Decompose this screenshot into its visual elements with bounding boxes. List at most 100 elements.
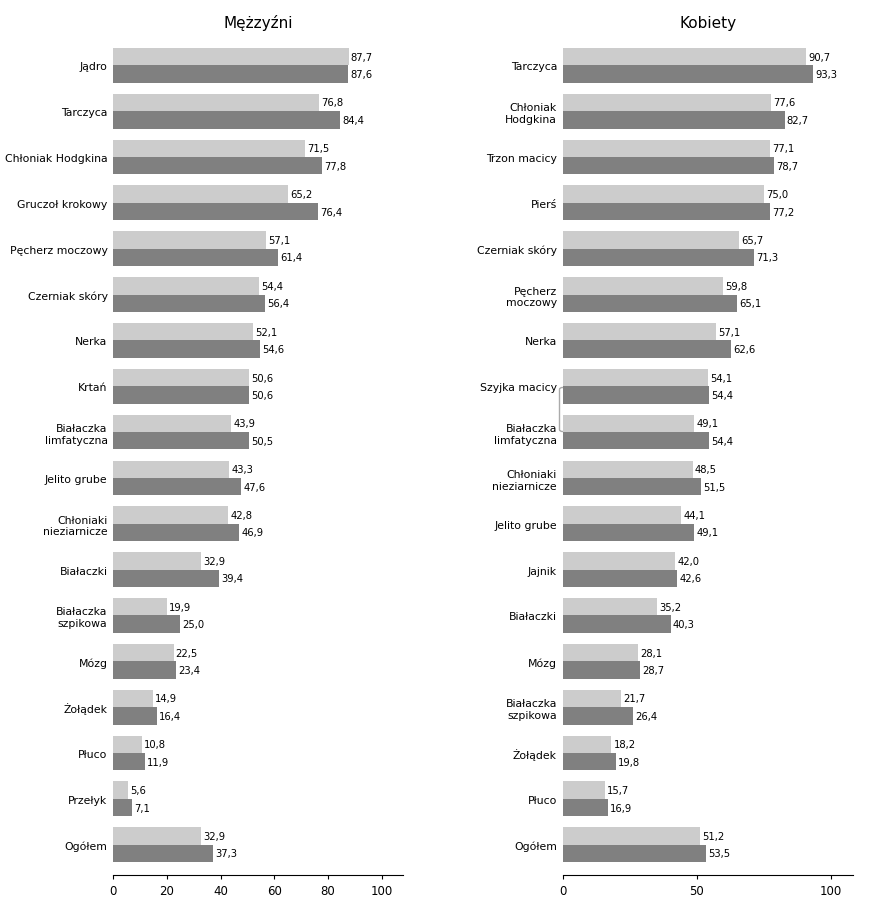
- Text: 48,5: 48,5: [694, 465, 716, 475]
- Bar: [562, 616, 670, 633]
- Bar: [562, 753, 615, 771]
- Text: 40,3: 40,3: [673, 619, 694, 630]
- Text: 49,1: 49,1: [696, 527, 718, 537]
- Text: 53,5: 53,5: [707, 848, 730, 858]
- Bar: [562, 478, 700, 496]
- Text: 84,4: 84,4: [342, 116, 363, 126]
- Text: 75,0: 75,0: [766, 189, 787, 200]
- Bar: [562, 507, 680, 524]
- Bar: [562, 736, 611, 753]
- Text: 54,6: 54,6: [262, 344, 283, 354]
- Bar: [113, 203, 318, 221]
- Bar: [113, 844, 213, 862]
- Text: 51,5: 51,5: [702, 482, 725, 492]
- Bar: [562, 203, 769, 221]
- Text: 32,9: 32,9: [203, 831, 225, 841]
- Text: 43,9: 43,9: [233, 419, 255, 429]
- Text: 23,4: 23,4: [178, 665, 200, 675]
- Text: 77,1: 77,1: [771, 144, 793, 154]
- Bar: [562, 599, 656, 616]
- Text: 50,6: 50,6: [251, 374, 273, 384]
- Bar: [562, 341, 730, 358]
- Text: 51,2: 51,2: [701, 831, 724, 841]
- Text: 78,7: 78,7: [775, 161, 797, 171]
- Bar: [113, 690, 153, 708]
- Bar: [562, 232, 738, 250]
- Text: 76,8: 76,8: [322, 98, 343, 108]
- Text: 42,6: 42,6: [679, 574, 700, 584]
- Text: 32,9: 32,9: [203, 557, 225, 567]
- Text: 65,2: 65,2: [290, 189, 312, 200]
- Text: 7,1: 7,1: [134, 803, 150, 813]
- Bar: [562, 782, 604, 799]
- Text: 61,4: 61,4: [280, 253, 302, 263]
- Bar: [113, 478, 241, 496]
- Bar: [113, 250, 278, 267]
- Text: 50,5: 50,5: [250, 436, 273, 446]
- Title: Kobiety: Kobiety: [679, 16, 735, 31]
- Text: 47,6: 47,6: [242, 482, 265, 492]
- Bar: [562, 95, 770, 112]
- Bar: [113, 415, 230, 433]
- Text: 54,1: 54,1: [709, 374, 732, 384]
- Bar: [562, 461, 692, 478]
- Bar: [562, 570, 676, 588]
- Bar: [562, 67, 813, 84]
- Text: 18,2: 18,2: [613, 740, 635, 750]
- Text: 82,7: 82,7: [786, 116, 808, 126]
- Text: 28,1: 28,1: [640, 648, 661, 658]
- Bar: [562, 524, 693, 542]
- Bar: [562, 140, 769, 158]
- Bar: [113, 661, 176, 679]
- Text: 43,3: 43,3: [231, 465, 253, 475]
- Text: 54,4: 54,4: [710, 436, 732, 446]
- Bar: [562, 799, 607, 816]
- Text: 14,9: 14,9: [155, 693, 177, 703]
- Text: 39,4: 39,4: [221, 574, 242, 584]
- Bar: [562, 112, 784, 129]
- Bar: [562, 644, 637, 661]
- Text: 77,2: 77,2: [771, 208, 793, 218]
- Text: 57,1: 57,1: [269, 236, 290, 246]
- Bar: [113, 49, 348, 67]
- Text: 16,9: 16,9: [609, 803, 632, 813]
- Bar: [562, 827, 700, 844]
- Text: 56,4: 56,4: [267, 299, 289, 309]
- Text: 26,4: 26,4: [635, 711, 657, 722]
- Bar: [562, 369, 707, 387]
- Text: 35,2: 35,2: [659, 602, 680, 612]
- Bar: [113, 507, 228, 524]
- Bar: [562, 387, 708, 404]
- Text: 42,0: 42,0: [677, 557, 699, 567]
- Legend: 2000-2002, 2003-2005: 2000-2002, 2003-2005: [559, 387, 657, 432]
- Text: 52,1: 52,1: [255, 327, 277, 337]
- Bar: [562, 186, 763, 203]
- Bar: [113, 112, 339, 129]
- Bar: [113, 524, 239, 542]
- Bar: [113, 736, 142, 753]
- Text: 62,6: 62,6: [732, 344, 754, 354]
- Bar: [113, 278, 259, 295]
- Text: 16,4: 16,4: [159, 711, 182, 722]
- Text: 87,7: 87,7: [350, 53, 373, 63]
- Text: 57,1: 57,1: [717, 327, 740, 337]
- Text: 87,6: 87,6: [350, 70, 372, 80]
- Bar: [113, 140, 305, 158]
- Bar: [113, 553, 202, 570]
- Bar: [113, 433, 249, 450]
- Bar: [562, 708, 633, 725]
- Text: 77,8: 77,8: [324, 161, 346, 171]
- Text: 10,8: 10,8: [144, 740, 166, 750]
- Text: 22,5: 22,5: [176, 648, 197, 658]
- Title: Mężzyźni: Mężzyźni: [223, 15, 293, 31]
- Bar: [113, 708, 157, 725]
- Bar: [562, 158, 773, 175]
- Bar: [113, 369, 249, 387]
- Text: 25,0: 25,0: [182, 619, 204, 630]
- Bar: [113, 295, 264, 312]
- Text: 90,7: 90,7: [807, 53, 830, 63]
- Text: 59,8: 59,8: [725, 281, 746, 292]
- Bar: [113, 599, 166, 616]
- Text: 71,5: 71,5: [307, 144, 329, 154]
- Bar: [562, 844, 706, 862]
